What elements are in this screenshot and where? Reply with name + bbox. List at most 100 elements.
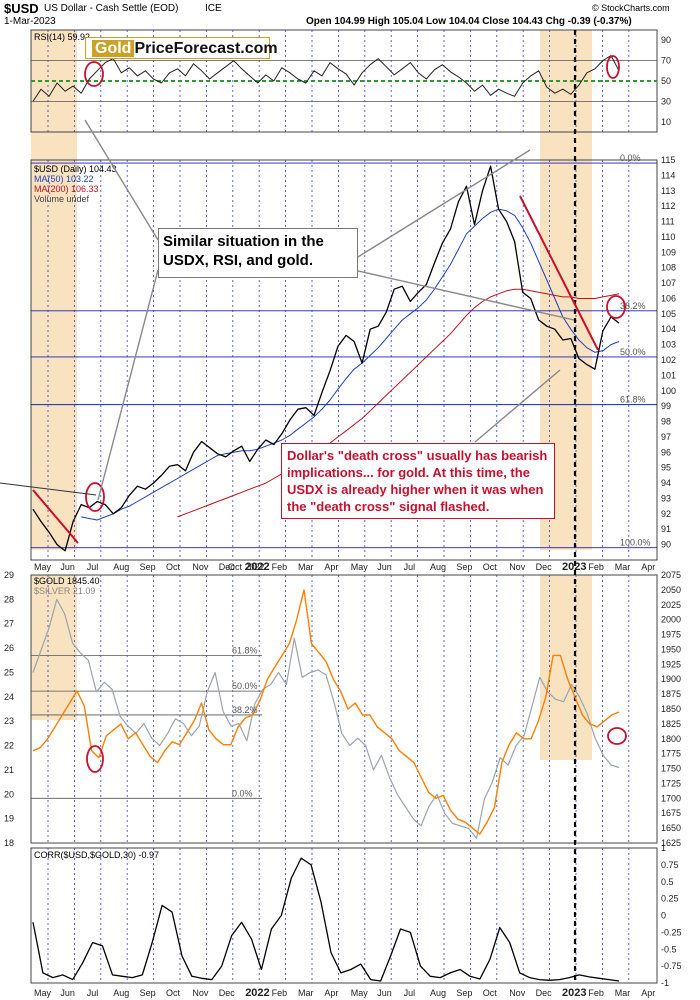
rsi-tick-label: 30 <box>661 96 671 106</box>
month-label: Sep <box>140 988 156 998</box>
usd-tick-label: 108 <box>661 263 676 273</box>
month-label: Dec <box>219 562 236 572</box>
month-label: Jun <box>60 562 75 572</box>
silver-tick-label: 21 <box>4 765 14 775</box>
logo-domain-word: PriceForecast.com <box>134 40 278 57</box>
month-label: Dec <box>219 988 236 998</box>
month-label: 2022 <box>245 561 269 573</box>
month-label: Feb <box>272 988 288 998</box>
month-label: Aug <box>113 562 129 572</box>
gold-tick-label: 1625 <box>661 838 681 848</box>
rsi-tick-label: 90 <box>661 35 671 45</box>
usd-tick-label: 114 <box>661 170 675 180</box>
silver-tick-label: 18 <box>4 838 14 848</box>
gold-tick-label: 1925 <box>661 659 681 669</box>
month-label: Jun <box>60 988 75 998</box>
usd-tick-label: 101 <box>661 370 676 380</box>
gold-fib-label: 38.2% <box>232 705 258 715</box>
month-label: Oct <box>483 988 498 998</box>
highlight-band-2021 <box>31 30 77 550</box>
gold-line <box>32 589 620 835</box>
gold-tick-label: 1900 <box>661 674 681 684</box>
gold-tick-label: 1675 <box>661 808 681 818</box>
month-label: Oct <box>166 562 181 572</box>
gold-tick-label: 1775 <box>661 749 681 759</box>
logo-gold-word: Gold <box>92 40 135 57</box>
usd-tick-label: 99 <box>661 401 671 411</box>
corr-tick-label: 0 <box>661 911 666 921</box>
panel-frame-corr <box>30 847 658 984</box>
silver-tick-label: 24 <box>4 692 14 702</box>
usd-tick-label: 115 <box>661 155 675 165</box>
usd-tick-label: 92 <box>661 509 671 519</box>
silver-legend: $SILVER 21.09 <box>34 586 95 596</box>
usd-tick-label: 111 <box>661 217 675 227</box>
month-label: Sep <box>456 562 472 572</box>
month-label: Jun <box>377 562 392 572</box>
goldpriceforecast-logo: Gold PriceForecast.com <box>85 37 278 59</box>
month-label: Jul <box>87 562 99 572</box>
month-label: Apr <box>641 988 655 998</box>
rsi-legend: RSI(14) 59.92 <box>34 32 90 42</box>
usd-tick-label: 110 <box>661 232 675 242</box>
chart-symbol: $USD <box>4 1 39 16</box>
callout-pointer <box>344 149 531 266</box>
month-label: Dec <box>536 562 553 572</box>
usd-tick-label: 95 <box>661 463 671 473</box>
chart-exchange: ICE <box>205 3 222 14</box>
rsi-line <box>32 55 620 102</box>
silver-line <box>32 598 620 839</box>
highlight-band-2021-gold <box>31 575 77 720</box>
month-label: Apr <box>641 562 655 572</box>
gold-fib-label: 61.8% <box>232 645 258 655</box>
corr-line <box>32 857 620 982</box>
highlight-circle <box>84 61 104 87</box>
ma50-legend: MA(50) 103.22 <box>34 174 94 184</box>
gold-tick-label: 2050 <box>661 585 681 595</box>
fib-label: 0.0% <box>620 153 641 163</box>
gold-fib-label: 0.0% <box>232 788 253 798</box>
usd-tick-label: 100 <box>661 386 676 396</box>
corr-tick-label: -0.25 <box>661 927 682 937</box>
month-label: Nov <box>192 562 209 572</box>
month-label: Nov <box>509 562 526 572</box>
silver-tick-label: 20 <box>4 789 14 799</box>
usd-tick-label: 91 <box>661 524 671 534</box>
gold-tick-label: 2075 <box>661 570 681 580</box>
usd-tick-label: 106 <box>661 293 676 303</box>
chart-name: US Dollar - Cash Settle (EOD) <box>44 3 179 14</box>
highlight-circle <box>85 482 105 512</box>
rsi-tick-label: 50 <box>661 76 671 86</box>
month-label: May <box>351 988 369 998</box>
month-label: Sep <box>456 988 472 998</box>
usd-tick-label: 103 <box>661 340 676 350</box>
month-label: Dec <box>536 988 553 998</box>
silver-tick-label: 22 <box>4 741 14 751</box>
month-label: Mar <box>298 988 314 998</box>
month-label-mid: Oct 2022 <box>228 562 265 572</box>
silver-tick-label: 27 <box>4 619 14 629</box>
panel-frame-gold <box>30 574 658 844</box>
ohlc-readout: Open 104.99 High 105.04 Low 104.04 Close… <box>306 16 632 27</box>
month-label: Feb <box>588 988 604 998</box>
usd-tick-label: 90 <box>661 540 671 550</box>
corr-tick-label: 0.5 <box>661 877 674 887</box>
downtrend-line <box>519 195 599 351</box>
gold-tick-label: 1975 <box>661 630 681 640</box>
callout-pointer <box>344 267 575 321</box>
corr-tick-label: 1 <box>661 843 666 853</box>
usd-legend: $USD (Daily) 104.43 <box>34 164 117 174</box>
rsi-tick-label: 70 <box>661 56 671 66</box>
gold-tick-label: 1650 <box>661 823 681 833</box>
silver-tick-label: 26 <box>4 643 14 653</box>
usd-tick-label: 109 <box>661 247 676 257</box>
month-label: May <box>351 562 369 572</box>
gold-tick-label: 2000 <box>661 615 681 625</box>
fib-label: 100.0% <box>620 538 651 548</box>
chart-date: 1-Mar-2023 <box>4 16 56 27</box>
gold-tick-label: 1800 <box>661 734 681 744</box>
gold-tick-label: 1875 <box>661 689 681 699</box>
month-label: Aug <box>430 562 446 572</box>
gold-tick-label: 1700 <box>661 793 681 803</box>
